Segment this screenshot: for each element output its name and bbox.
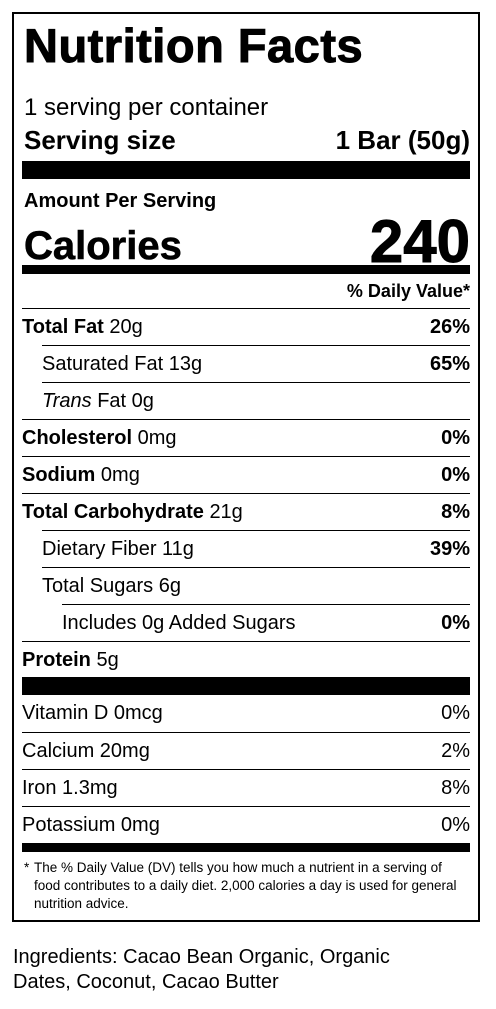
nutrient-amount: 21g xyxy=(209,500,243,523)
amount-per-serving: Amount Per Serving xyxy=(24,190,217,212)
vitamin-name: Potassium 0mg xyxy=(22,813,160,836)
nutrient-dv: 65% xyxy=(429,352,470,375)
nutrient-name: Dietary Fiber xyxy=(42,537,157,560)
vitamin-dv: 0% xyxy=(441,702,470,724)
nutrient-row-total-sugars: Total Sugars 6g xyxy=(42,567,470,604)
divider-medium-footnote xyxy=(22,843,470,852)
nutrient-list: Total Fat 20g 26% Saturated Fat 13g 65% … xyxy=(22,308,470,678)
nutrient-dv: 0% xyxy=(441,426,470,449)
nutrient-row-trans-fat: Trans Fat 0g xyxy=(42,382,470,419)
nutrient-name: Trans xyxy=(42,389,92,412)
nutrient-name: Total Sugars xyxy=(42,574,154,597)
vitamin-name: Calcium 20mg xyxy=(22,739,150,762)
vitamin-row-iron: Iron 1.3mg 8% xyxy=(22,769,470,806)
nutrient-row-cholesterol: Cholesterol 0mg 0% xyxy=(22,419,470,456)
nutrient-name: Includes 0g Added Sugars xyxy=(62,611,296,634)
nutrient-amount: 5g xyxy=(96,648,119,671)
nutrient-amount: 11g xyxy=(162,537,194,560)
daily-value-footnote: * The % Daily Value (DV) tells you how m… xyxy=(24,859,470,913)
serving-size-label: Serving size xyxy=(24,125,176,155)
footnote-text: The % Daily Value (DV) tells you how muc… xyxy=(34,860,457,911)
nutrient-amount: 0mg xyxy=(137,426,177,449)
vitamin-name: Vitamin D 0mcg xyxy=(22,702,163,724)
nutrient-row-saturated-fat: Saturated Fat 13g 65% xyxy=(42,345,470,382)
footnote-star: * xyxy=(24,860,30,875)
nutrition-facts-label: Nutrition Facts 1 serving per container … xyxy=(12,12,480,922)
vitamin-name: Iron 1.3mg xyxy=(22,776,118,799)
vitamin-row-calcium: Calcium 20mg 2% xyxy=(22,732,470,769)
nutrient-name: Total Fat xyxy=(22,315,104,338)
nutrient-dv: 26% xyxy=(429,315,470,338)
nutrient-name: Total Carbohydrate xyxy=(22,500,204,523)
calories-row: Calories 240 xyxy=(24,208,471,275)
vitamin-dv: 8% xyxy=(441,776,470,799)
vitamin-list: Vitamin D 0mcg 0% Calcium 20mg 2% Iron 1… xyxy=(22,695,470,843)
serving-size-value: 1 Bar (50g) xyxy=(335,125,470,155)
calories-label: Calories xyxy=(24,224,182,268)
nutrient-amount: 20g xyxy=(109,315,143,338)
nutrient-dv: 0% xyxy=(441,463,470,486)
nutrient-dv: 39% xyxy=(429,537,470,560)
nutrient-dv: 0% xyxy=(441,611,470,634)
vitamin-row-vitamin-d: Vitamin D 0mcg 0% xyxy=(22,695,470,732)
serving-size-row: Serving size 1 Bar (50g) xyxy=(24,127,470,153)
nutrient-name: Saturated Fat xyxy=(42,352,164,375)
daily-value-header: % Daily Value* xyxy=(346,281,470,301)
divider-medium xyxy=(22,265,470,274)
nutrient-amount: 0mg xyxy=(100,463,140,486)
nutrient-row-dietary-fiber: Dietary Fiber 11g 39% xyxy=(42,530,470,567)
label-title: Nutrition Facts xyxy=(23,19,364,72)
vitamin-row-potassium: Potassium 0mg 0% xyxy=(22,806,470,843)
nutrient-row-total-fat: Total Fat 20g 26% xyxy=(22,308,470,345)
nutrient-amount: Fat 0g xyxy=(97,389,154,412)
ingredients-text: Ingredients: Cacao Bean Organic, Organic… xyxy=(13,946,390,993)
calories-value: 240 xyxy=(369,208,470,275)
nutrient-name: Sodium xyxy=(22,463,96,486)
nutrient-row-total-carbohydrate: Total Carbohydrate 21g 8% xyxy=(22,493,470,530)
divider-thick xyxy=(22,161,470,179)
vitamin-dv: 2% xyxy=(441,739,470,762)
nutrient-name: Protein xyxy=(22,648,91,671)
nutrient-name: Cholesterol xyxy=(22,426,133,449)
nutrient-amount: 6g xyxy=(158,574,181,597)
vitamin-dv: 0% xyxy=(441,813,470,836)
nutrient-dv: 8% xyxy=(441,500,470,523)
servings-per-container: 1 serving per container xyxy=(24,94,269,121)
nutrient-row-protein: Protein 5g xyxy=(22,641,470,678)
nutrient-row-added-sugars: Includes 0g Added Sugars 0% xyxy=(62,604,470,641)
divider-thick-vitamins xyxy=(22,677,470,695)
nutrient-row-sodium: Sodium 0mg 0% xyxy=(22,456,470,493)
nutrient-amount: 13g xyxy=(168,352,203,375)
